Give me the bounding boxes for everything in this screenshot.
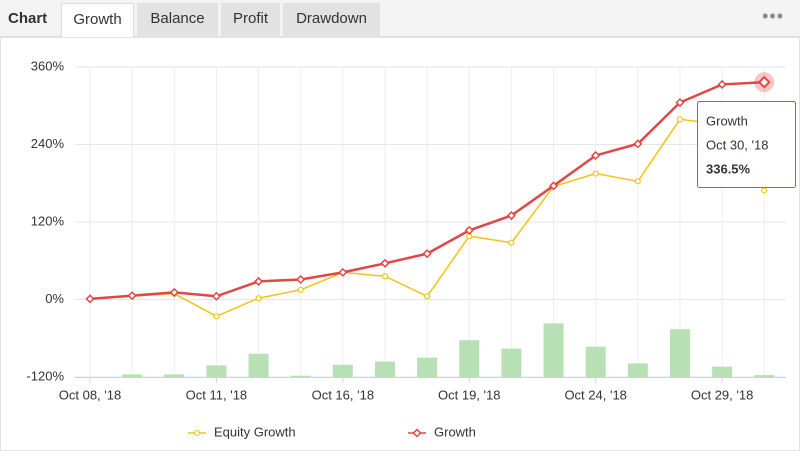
marker bbox=[297, 286, 304, 293]
y-tick-label: 360% bbox=[31, 58, 65, 73]
bar bbox=[627, 363, 648, 377]
marker bbox=[591, 150, 601, 161]
bar bbox=[206, 365, 227, 377]
legend-label: Growth bbox=[434, 424, 476, 439]
tab[interactable]: Profit bbox=[221, 3, 280, 37]
bar bbox=[417, 357, 438, 377]
tooltip-box bbox=[697, 101, 796, 188]
y-tick-label: 0% bbox=[45, 291, 64, 306]
marker bbox=[127, 291, 137, 301]
marker bbox=[381, 273, 389, 280]
marker bbox=[633, 139, 643, 149]
legend-label: Equity Growth bbox=[214, 424, 296, 439]
y-tick-label: 240% bbox=[31, 136, 65, 151]
marker bbox=[675, 97, 685, 108]
marker bbox=[213, 313, 220, 320]
bar bbox=[585, 346, 606, 377]
legend-marker bbox=[194, 430, 200, 436]
bar bbox=[332, 364, 353, 377]
tooltip-date: Oct 30, '18 bbox=[706, 137, 768, 152]
marker bbox=[380, 258, 390, 268]
marker bbox=[338, 267, 348, 277]
marker bbox=[717, 79, 727, 89]
bar bbox=[669, 329, 690, 377]
hover-marker bbox=[757, 75, 771, 89]
bar bbox=[164, 374, 185, 377]
menu-button[interactable]: ••• bbox=[762, 6, 784, 26]
marker bbox=[548, 181, 559, 191]
x-tick-label: Oct 24, '18 bbox=[564, 387, 626, 402]
marker bbox=[296, 274, 306, 285]
marker bbox=[592, 170, 599, 177]
marker bbox=[253, 276, 264, 286]
bar bbox=[712, 366, 733, 377]
marker bbox=[506, 210, 516, 221]
tab[interactable]: Growth bbox=[61, 3, 134, 37]
bar bbox=[290, 375, 311, 377]
tab[interactable]: Balance bbox=[137, 3, 218, 37]
marker bbox=[634, 178, 641, 185]
bar bbox=[754, 375, 775, 377]
tab-bar-title: Chart bbox=[8, 10, 48, 27]
x-tick-label: Oct 11, '18 bbox=[186, 387, 248, 402]
y-tick-label: -120% bbox=[26, 368, 64, 383]
tooltip-title: Growth bbox=[706, 113, 748, 128]
bar bbox=[543, 323, 564, 377]
legend-marker bbox=[412, 428, 422, 438]
x-tick-label: Oct 29, '18 bbox=[691, 387, 753, 402]
marker bbox=[761, 187, 768, 194]
x-tick-label: Oct 16, '18 bbox=[312, 387, 374, 402]
tab[interactable]: Drawdown bbox=[283, 3, 380, 37]
y-tick-label: 120% bbox=[31, 213, 65, 228]
marker bbox=[169, 287, 179, 297]
x-tick-label: Oct 08, '18 bbox=[59, 387, 121, 402]
marker bbox=[85, 294, 95, 304]
bar bbox=[374, 361, 395, 377]
bar bbox=[501, 348, 522, 377]
marker bbox=[676, 116, 684, 123]
bar bbox=[248, 353, 269, 377]
tooltip-value: 336.5% bbox=[706, 161, 751, 176]
bar bbox=[459, 340, 480, 377]
bar bbox=[122, 374, 143, 377]
marker bbox=[211, 291, 221, 301]
x-tick-label: Oct 19, '18 bbox=[438, 387, 500, 402]
tab-bar: Chart Growth Balance Profit Drawdown ••• bbox=[0, 0, 800, 37]
marker bbox=[424, 293, 431, 300]
marker bbox=[422, 249, 432, 259]
marker bbox=[508, 239, 515, 246]
marker bbox=[255, 295, 262, 302]
marker bbox=[464, 225, 474, 235]
